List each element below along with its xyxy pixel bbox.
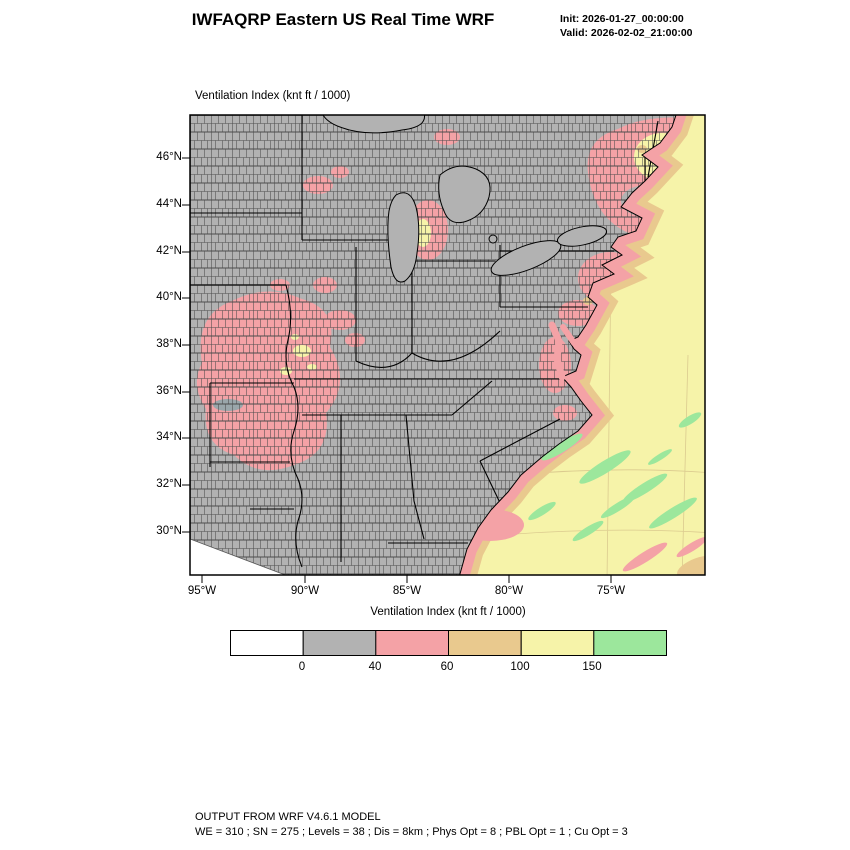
pink-streak <box>622 542 668 572</box>
legend-tick-label: 60 <box>440 661 454 673</box>
lake-huron <box>438 165 491 224</box>
legend-tick-label: 100 <box>510 661 530 673</box>
pink-streak <box>676 536 705 558</box>
legend-swatch-white <box>230 630 304 656</box>
green-streak <box>579 450 631 484</box>
legend-tick-label: 150 <box>582 661 602 673</box>
legend-swatch-yellow <box>520 630 595 656</box>
lon-axis-ticks <box>201 575 612 583</box>
legend-swatch-green <box>593 630 667 656</box>
legend-swatch-tan <box>448 630 522 656</box>
bays <box>548 321 577 381</box>
lake-superior <box>322 115 426 134</box>
model-info: OUTPUT FROM WRF V4.6.1 MODEL WE = 310 ; … <box>195 810 628 840</box>
lat-label: 34°N <box>156 431 182 443</box>
chesapeake-bay <box>548 321 566 381</box>
lat-label: 44°N <box>156 198 182 210</box>
green-streak <box>528 501 556 521</box>
init-time: Init: 2026-01-27_00:00:00 <box>560 13 684 25</box>
green-streak <box>572 520 604 542</box>
green-streak <box>541 433 583 461</box>
legend-tick-label: 40 <box>368 661 382 673</box>
model-info-line2: WE = 310 ; SN = 275 ; Levels = 38 ; Dis … <box>195 826 628 838</box>
green-streaks <box>528 412 702 542</box>
lake-st-clair <box>488 234 498 244</box>
ocean-graticule <box>458 264 705 575</box>
tan-patch <box>677 555 705 575</box>
lat-label: 42°N <box>156 245 182 257</box>
lon-label: 85°W <box>392 585 422 597</box>
lat-label: 36°N <box>156 385 182 397</box>
lon-label: 90°W <box>290 585 320 597</box>
lon-label: 80°W <box>494 585 524 597</box>
page-title: IWFAQRP Eastern US Real Time WRF <box>191 10 495 29</box>
legend-swatch-gray <box>302 630 377 656</box>
green-streak <box>678 412 702 428</box>
lake-michigan <box>387 192 420 283</box>
legend-colorbar <box>230 630 667 656</box>
legend-tick-label: 0 <box>298 661 306 673</box>
lat-axis-ticks <box>182 157 190 533</box>
legend-title: Ventilation Index (knt ft / 1000) <box>370 606 526 618</box>
green-streak <box>622 473 668 503</box>
lat-label: 32°N <box>156 478 182 490</box>
valid-time: Valid: 2026-02-02_21:00:00 <box>560 27 693 39</box>
green-streak <box>648 449 672 465</box>
green-streak <box>600 495 636 519</box>
coastline <box>459 115 677 575</box>
lat-label: 40°N <box>156 291 182 303</box>
lat-label: 30°N <box>156 525 182 537</box>
run-times: Init: 2026-01-27_00:00:00 Valid: 2026-02… <box>560 12 693 40</box>
lon-label: 95°W <box>187 585 217 597</box>
legend-swatch-pink <box>375 630 449 656</box>
great-lakes <box>322 115 608 283</box>
lon-label: 75°W <box>596 585 626 597</box>
lat-label: 38°N <box>156 338 182 350</box>
ocean-tan-patches <box>677 555 705 575</box>
green-streak <box>649 497 697 529</box>
lake-ontario <box>556 225 608 247</box>
model-info-line1: OUTPUT FROM WRF V4.6.1 MODEL <box>195 811 381 823</box>
white-corner-edge <box>190 538 287 575</box>
lat-label: 46°N <box>156 151 182 163</box>
plot-border <box>189 114 706 576</box>
field-label: Ventilation Index (knt ft / 1000) <box>195 90 351 102</box>
delaware-bay <box>560 324 577 346</box>
